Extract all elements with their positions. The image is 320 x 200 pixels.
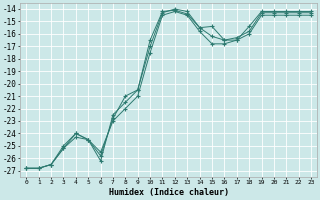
X-axis label: Humidex (Indice chaleur): Humidex (Indice chaleur) [109, 188, 229, 197]
